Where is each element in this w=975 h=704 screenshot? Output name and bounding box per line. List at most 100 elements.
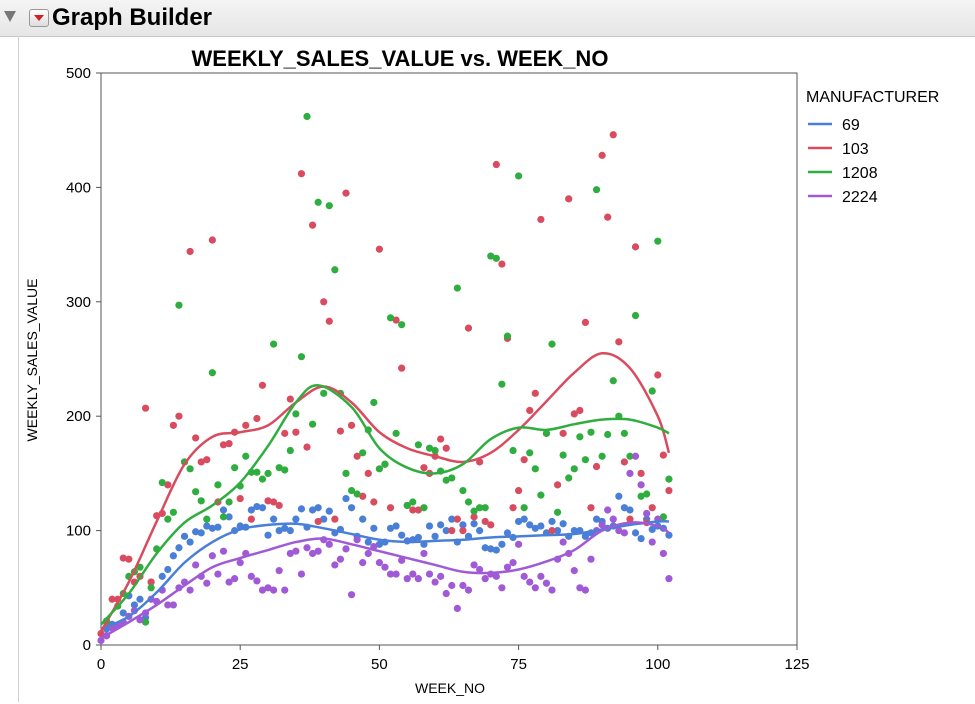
data-point — [214, 570, 222, 578]
data-point — [509, 559, 517, 567]
x-tick-label: 75 — [510, 656, 527, 673]
data-point — [231, 575, 239, 583]
data-point — [292, 428, 300, 436]
data-point — [409, 506, 417, 514]
data-point — [359, 449, 367, 457]
y-tick-label: 0 — [83, 637, 91, 654]
data-point — [643, 509, 651, 518]
data-point — [203, 579, 211, 587]
data-point — [615, 338, 623, 346]
data-point — [542, 579, 551, 587]
data-point — [581, 586, 590, 594]
data-point — [570, 527, 578, 535]
data-point — [381, 563, 389, 571]
x-tick-label: 0 — [97, 656, 105, 673]
data-point — [570, 465, 578, 473]
data-point — [175, 544, 183, 552]
smoother-line-2224 — [100, 521, 670, 640]
data-point — [631, 243, 640, 251]
legend-label-69: 69 — [842, 117, 860, 134]
data-point — [208, 524, 216, 532]
data-point — [659, 451, 667, 459]
data-point — [275, 464, 283, 472]
data-point — [347, 591, 356, 599]
legend-label-1208: 1208 — [842, 165, 878, 182]
data-point — [570, 410, 578, 418]
data-point — [303, 443, 311, 451]
data-point — [141, 404, 150, 412]
data-point — [186, 538, 194, 546]
data-point — [537, 522, 545, 530]
data-point — [192, 488, 200, 496]
data-point — [325, 202, 333, 210]
data-point — [253, 414, 261, 423]
y-tick-label: 200 — [66, 408, 91, 425]
data-point — [281, 429, 289, 437]
data-point — [403, 501, 411, 510]
data-point — [615, 527, 623, 535]
data-point — [303, 112, 311, 121]
data-point — [386, 524, 395, 532]
data-point — [425, 522, 434, 530]
data-point — [286, 395, 294, 403]
data-point — [592, 186, 601, 194]
data-point — [398, 531, 406, 539]
data-point — [442, 527, 450, 535]
data-point — [275, 527, 283, 535]
x-tick-label: 50 — [371, 656, 388, 673]
data-point — [481, 575, 489, 583]
data-point — [548, 527, 556, 535]
data-point — [492, 572, 500, 580]
data-point — [392, 429, 400, 437]
data-point — [164, 601, 172, 609]
x-tick-label: 25 — [232, 656, 249, 673]
data-point — [665, 531, 673, 539]
data-point — [281, 466, 289, 474]
data-point — [292, 547, 300, 555]
app-title: Graph Builder — [52, 4, 213, 31]
data-point — [409, 570, 417, 578]
data-point — [459, 527, 467, 535]
data-point — [620, 529, 628, 537]
data-point — [375, 559, 383, 567]
data-point — [164, 565, 172, 574]
data-point — [192, 561, 200, 569]
data-point — [264, 531, 272, 539]
data-point — [565, 195, 573, 203]
data-point — [186, 465, 194, 473]
y-tick-label: 100 — [66, 523, 91, 540]
data-point — [297, 505, 306, 513]
data-point — [258, 586, 267, 594]
data-point — [492, 160, 500, 169]
series-69 — [102, 492, 673, 633]
red-triangle-menu-button[interactable] — [29, 9, 49, 27]
data-point — [592, 462, 601, 471]
data-point — [247, 506, 255, 514]
data-point — [242, 421, 250, 429]
data-point — [186, 586, 194, 594]
data-point — [559, 429, 567, 437]
data-point — [320, 389, 328, 397]
disclosure-triangle-icon[interactable] — [4, 11, 16, 22]
data-point — [336, 555, 345, 563]
legend[interactable]: MANUFACTURER 69 103 1208 2224 — [806, 89, 939, 206]
data-point — [553, 481, 562, 489]
data-point — [437, 435, 445, 443]
data-point — [526, 578, 534, 586]
data-point — [459, 581, 467, 590]
data-point — [665, 575, 673, 583]
data-point — [364, 538, 372, 546]
data-point — [637, 481, 645, 489]
data-point — [225, 440, 233, 448]
data-point — [347, 504, 356, 512]
data-point — [470, 513, 478, 521]
data-point — [264, 584, 272, 592]
data-point — [231, 464, 239, 472]
data-point — [626, 515, 634, 523]
data-point — [526, 406, 534, 415]
data-point — [414, 575, 422, 583]
data-point — [281, 524, 289, 532]
data-point — [325, 317, 333, 325]
data-point — [420, 464, 428, 472]
